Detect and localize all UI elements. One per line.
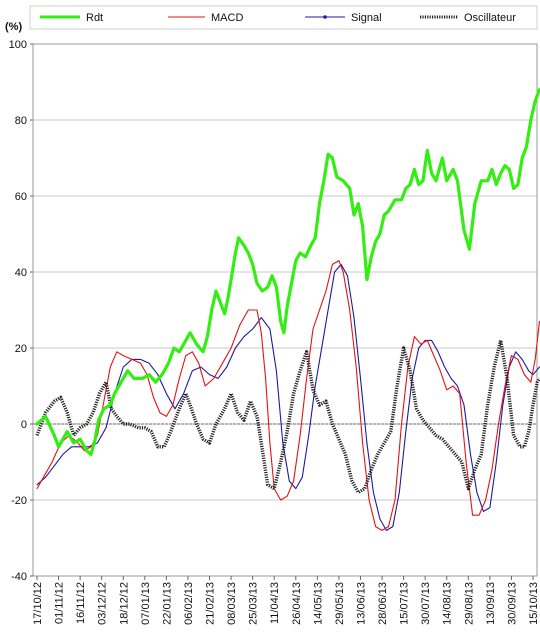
y-axis: -40 -20 0 20 40 60 80 100 [9,39,33,583]
plot-area [32,43,538,577]
x-tick-label: 13/06/13 [355,582,367,625]
x-tick-label: 30/07/13 [420,582,432,625]
x-tick-label: 30/09/13 [506,582,518,625]
legend: Rdt MACD Signal Oscillateur [40,12,516,24]
x-tick-label: 13/09/13 [485,582,497,625]
y-tick-label: 40 [15,267,27,279]
series-line-oscillateur [35,338,540,495]
x-tick-label: 15/07/13 [399,582,411,625]
x-tick-label: 03/12/12 [97,582,109,625]
x-tick-label: 14/08/13 [442,582,454,625]
x-tick-label: 28/06/13 [377,582,389,625]
y-tick-label: 60 [15,191,27,203]
legend-marker [323,15,327,19]
x-tick-label: 07/01/13 [140,582,152,625]
y-axis-label: (%) [5,21,22,33]
x-axis: 17/10/12 01/11/12 16/11/12 03/12/12 18/12/12… [32,576,540,625]
x-tick-label: 16/11/12 [75,582,87,624]
series-line-rdt [35,88,540,456]
y-tick-label: 100 [9,39,27,51]
legend-box [29,5,538,30]
x-tick-label: 18/12/12 [118,582,130,625]
x-tick-label: 22/01/13 [161,582,173,625]
x-tick-label: 26/04/13 [291,582,303,625]
series-group [35,88,540,531]
series-line-signal [36,263,540,531]
x-tick-label: 29/05/13 [334,582,346,625]
series-line-macd [36,260,540,531]
y-tick-label: 20 [15,343,27,355]
y-tick-label: -40 [11,571,27,583]
legend-label: Signal [351,12,382,24]
x-tick-label: 15/10/13 [528,582,540,625]
x-tick-label: 29/08/13 [463,582,475,625]
grid [33,119,537,501]
x-tick-label: 14/05/13 [312,582,324,625]
x-tick-label: 11/04/13 [269,582,281,624]
legend-label: Rdt [86,12,103,24]
x-tick-label: 17/10/12 [32,582,44,625]
y-tick-label: 80 [15,115,27,127]
x-tick-label: 21/02/13 [205,582,217,625]
x-tick-label: 25/03/13 [248,582,260,625]
x-tick-label: 08/03/13 [226,582,238,625]
legend-label: MACD [211,12,243,24]
x-tick-label: 06/02/13 [183,582,195,625]
y-tick-label: -20 [11,495,27,507]
x-tick-label: 01/11/12 [54,582,66,624]
y-tick-label: 0 [21,419,27,431]
legend-label: Oscillateur [464,12,516,24]
